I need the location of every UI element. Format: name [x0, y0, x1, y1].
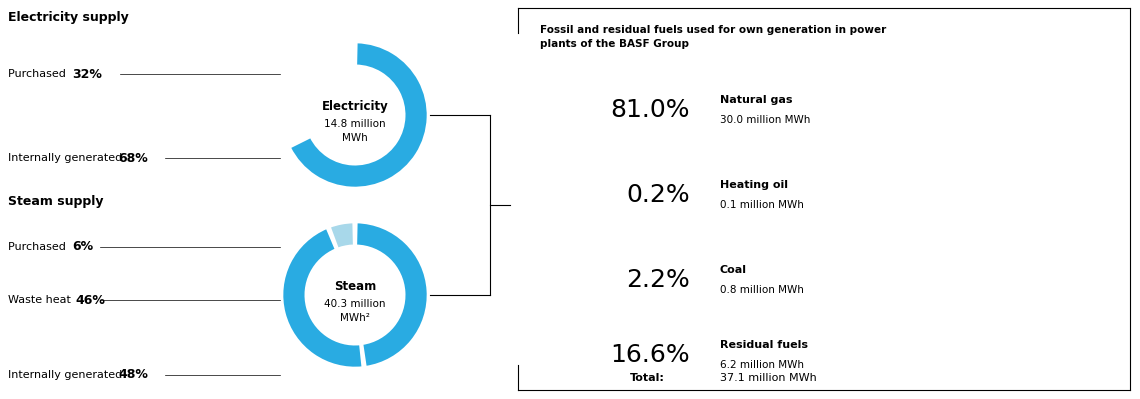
Text: 68%: 68%	[119, 152, 148, 164]
Text: Purchased: Purchased	[8, 242, 73, 252]
Text: 0.8 million MWh: 0.8 million MWh	[720, 285, 804, 295]
Text: 0.1 million MWh: 0.1 million MWh	[720, 200, 804, 210]
Text: Total:: Total:	[630, 373, 665, 383]
Text: 0.2%: 0.2%	[626, 183, 690, 207]
Text: Steam: Steam	[334, 280, 376, 293]
Text: 81.0%: 81.0%	[611, 98, 690, 122]
Text: Internally generated: Internally generated	[8, 370, 129, 380]
Text: 16.6%: 16.6%	[610, 343, 690, 367]
Text: 2.2%: 2.2%	[626, 268, 690, 292]
Text: 37.1 million MWh: 37.1 million MWh	[720, 373, 816, 383]
Text: 32%: 32%	[72, 67, 101, 81]
Wedge shape	[290, 42, 428, 188]
Text: 30.0 million MWh: 30.0 million MWh	[720, 115, 811, 125]
Text: Waste heat: Waste heat	[8, 295, 78, 305]
Text: Purchased: Purchased	[8, 69, 73, 79]
Text: 6.2 million MWh: 6.2 million MWh	[720, 360, 804, 370]
Text: Internally generated: Internally generated	[8, 153, 129, 163]
Text: Heating oil: Heating oil	[720, 180, 788, 190]
Text: 14.8 million
MWh: 14.8 million MWh	[324, 119, 385, 142]
Text: Residual fuels: Residual fuels	[720, 340, 808, 350]
Text: 46%: 46%	[75, 294, 105, 306]
Text: Electricity: Electricity	[321, 100, 389, 113]
Wedge shape	[329, 222, 353, 249]
Text: 48%: 48%	[119, 369, 148, 381]
Wedge shape	[283, 42, 353, 144]
Wedge shape	[283, 228, 363, 368]
Text: Fossil and residual fuels used for own generation in power
plants of the BASF Gr: Fossil and residual fuels used for own g…	[540, 25, 886, 49]
Text: Natural gas: Natural gas	[720, 95, 792, 105]
Text: Electricity supply: Electricity supply	[8, 12, 129, 24]
Text: Coal: Coal	[720, 265, 747, 275]
Text: 6%: 6%	[72, 241, 93, 253]
Text: 40.3 million
MWh²: 40.3 million MWh²	[324, 299, 385, 323]
Wedge shape	[356, 222, 428, 367]
Text: Steam supply: Steam supply	[8, 196, 104, 209]
